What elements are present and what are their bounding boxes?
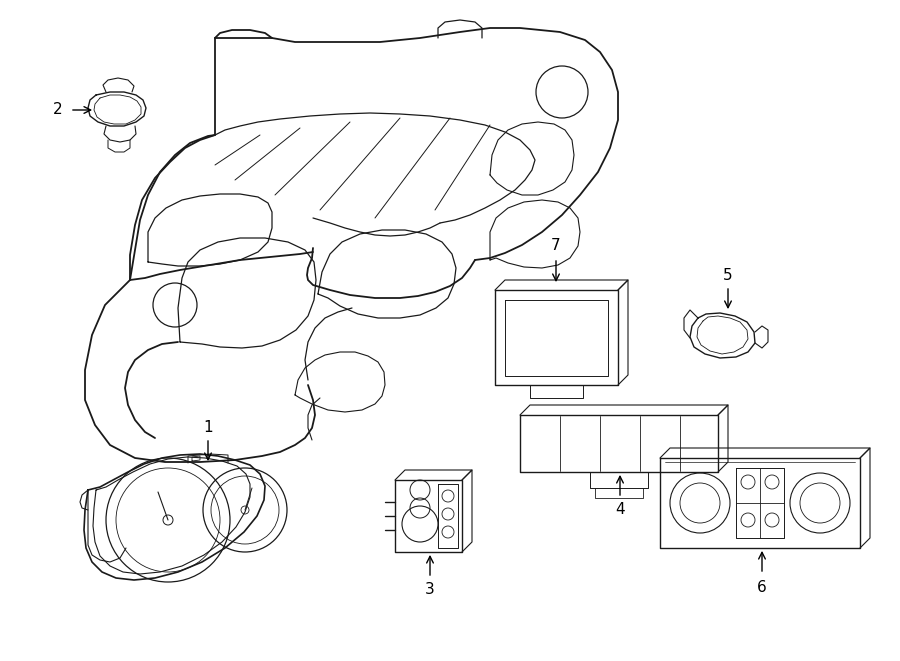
Text: 3: 3 xyxy=(425,582,435,598)
Text: 5: 5 xyxy=(724,268,733,282)
Text: 1: 1 xyxy=(203,420,212,436)
Text: 6: 6 xyxy=(757,580,767,594)
Text: 7: 7 xyxy=(551,239,561,254)
Text: 4: 4 xyxy=(616,502,625,518)
Text: 2: 2 xyxy=(53,102,63,118)
